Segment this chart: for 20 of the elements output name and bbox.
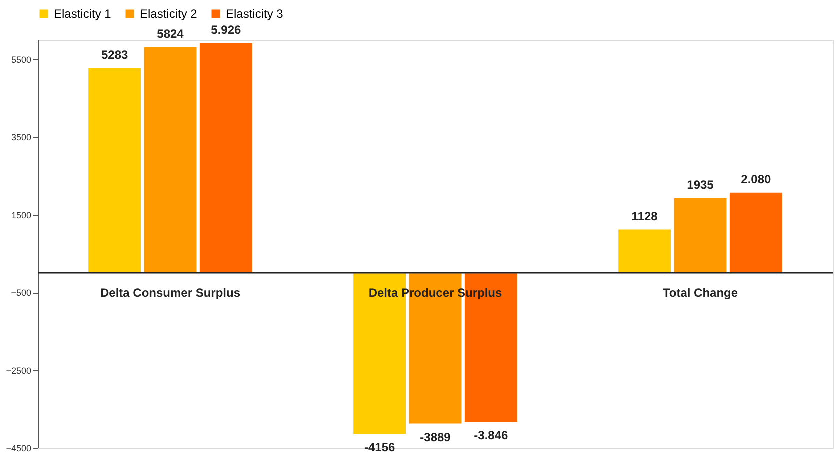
data-label: 5283 <box>101 48 128 62</box>
data-label: 5824 <box>157 26 184 41</box>
y-tick-label: −500 <box>11 288 32 298</box>
data-label: 1935 <box>687 178 714 192</box>
data-label: -4156 <box>364 440 396 455</box>
data-label: -3.846 <box>474 428 509 443</box>
y-tick-label: 3500 <box>11 132 32 143</box>
y-tick-label: −4500 <box>6 444 32 454</box>
legend-label: Elasticity 1 <box>54 7 112 21</box>
data-label: 1128 <box>632 209 658 224</box>
legend-label: Elasticity 3 <box>226 7 284 21</box>
y-tick-label: 1500 <box>11 210 32 220</box>
data-label: 5.926 <box>211 22 242 37</box>
x-tick-label: Delta Consumer Surplus <box>100 286 241 300</box>
y-tick-label: −2500 <box>6 366 32 376</box>
x-tick-label: Total Change <box>662 286 738 300</box>
data-label: 2.080 <box>741 172 772 186</box>
data-label: -3889 <box>420 430 452 444</box>
y-tick-label: 5500 <box>11 54 32 65</box>
legend-label: Elasticity 2 <box>140 7 198 21</box>
